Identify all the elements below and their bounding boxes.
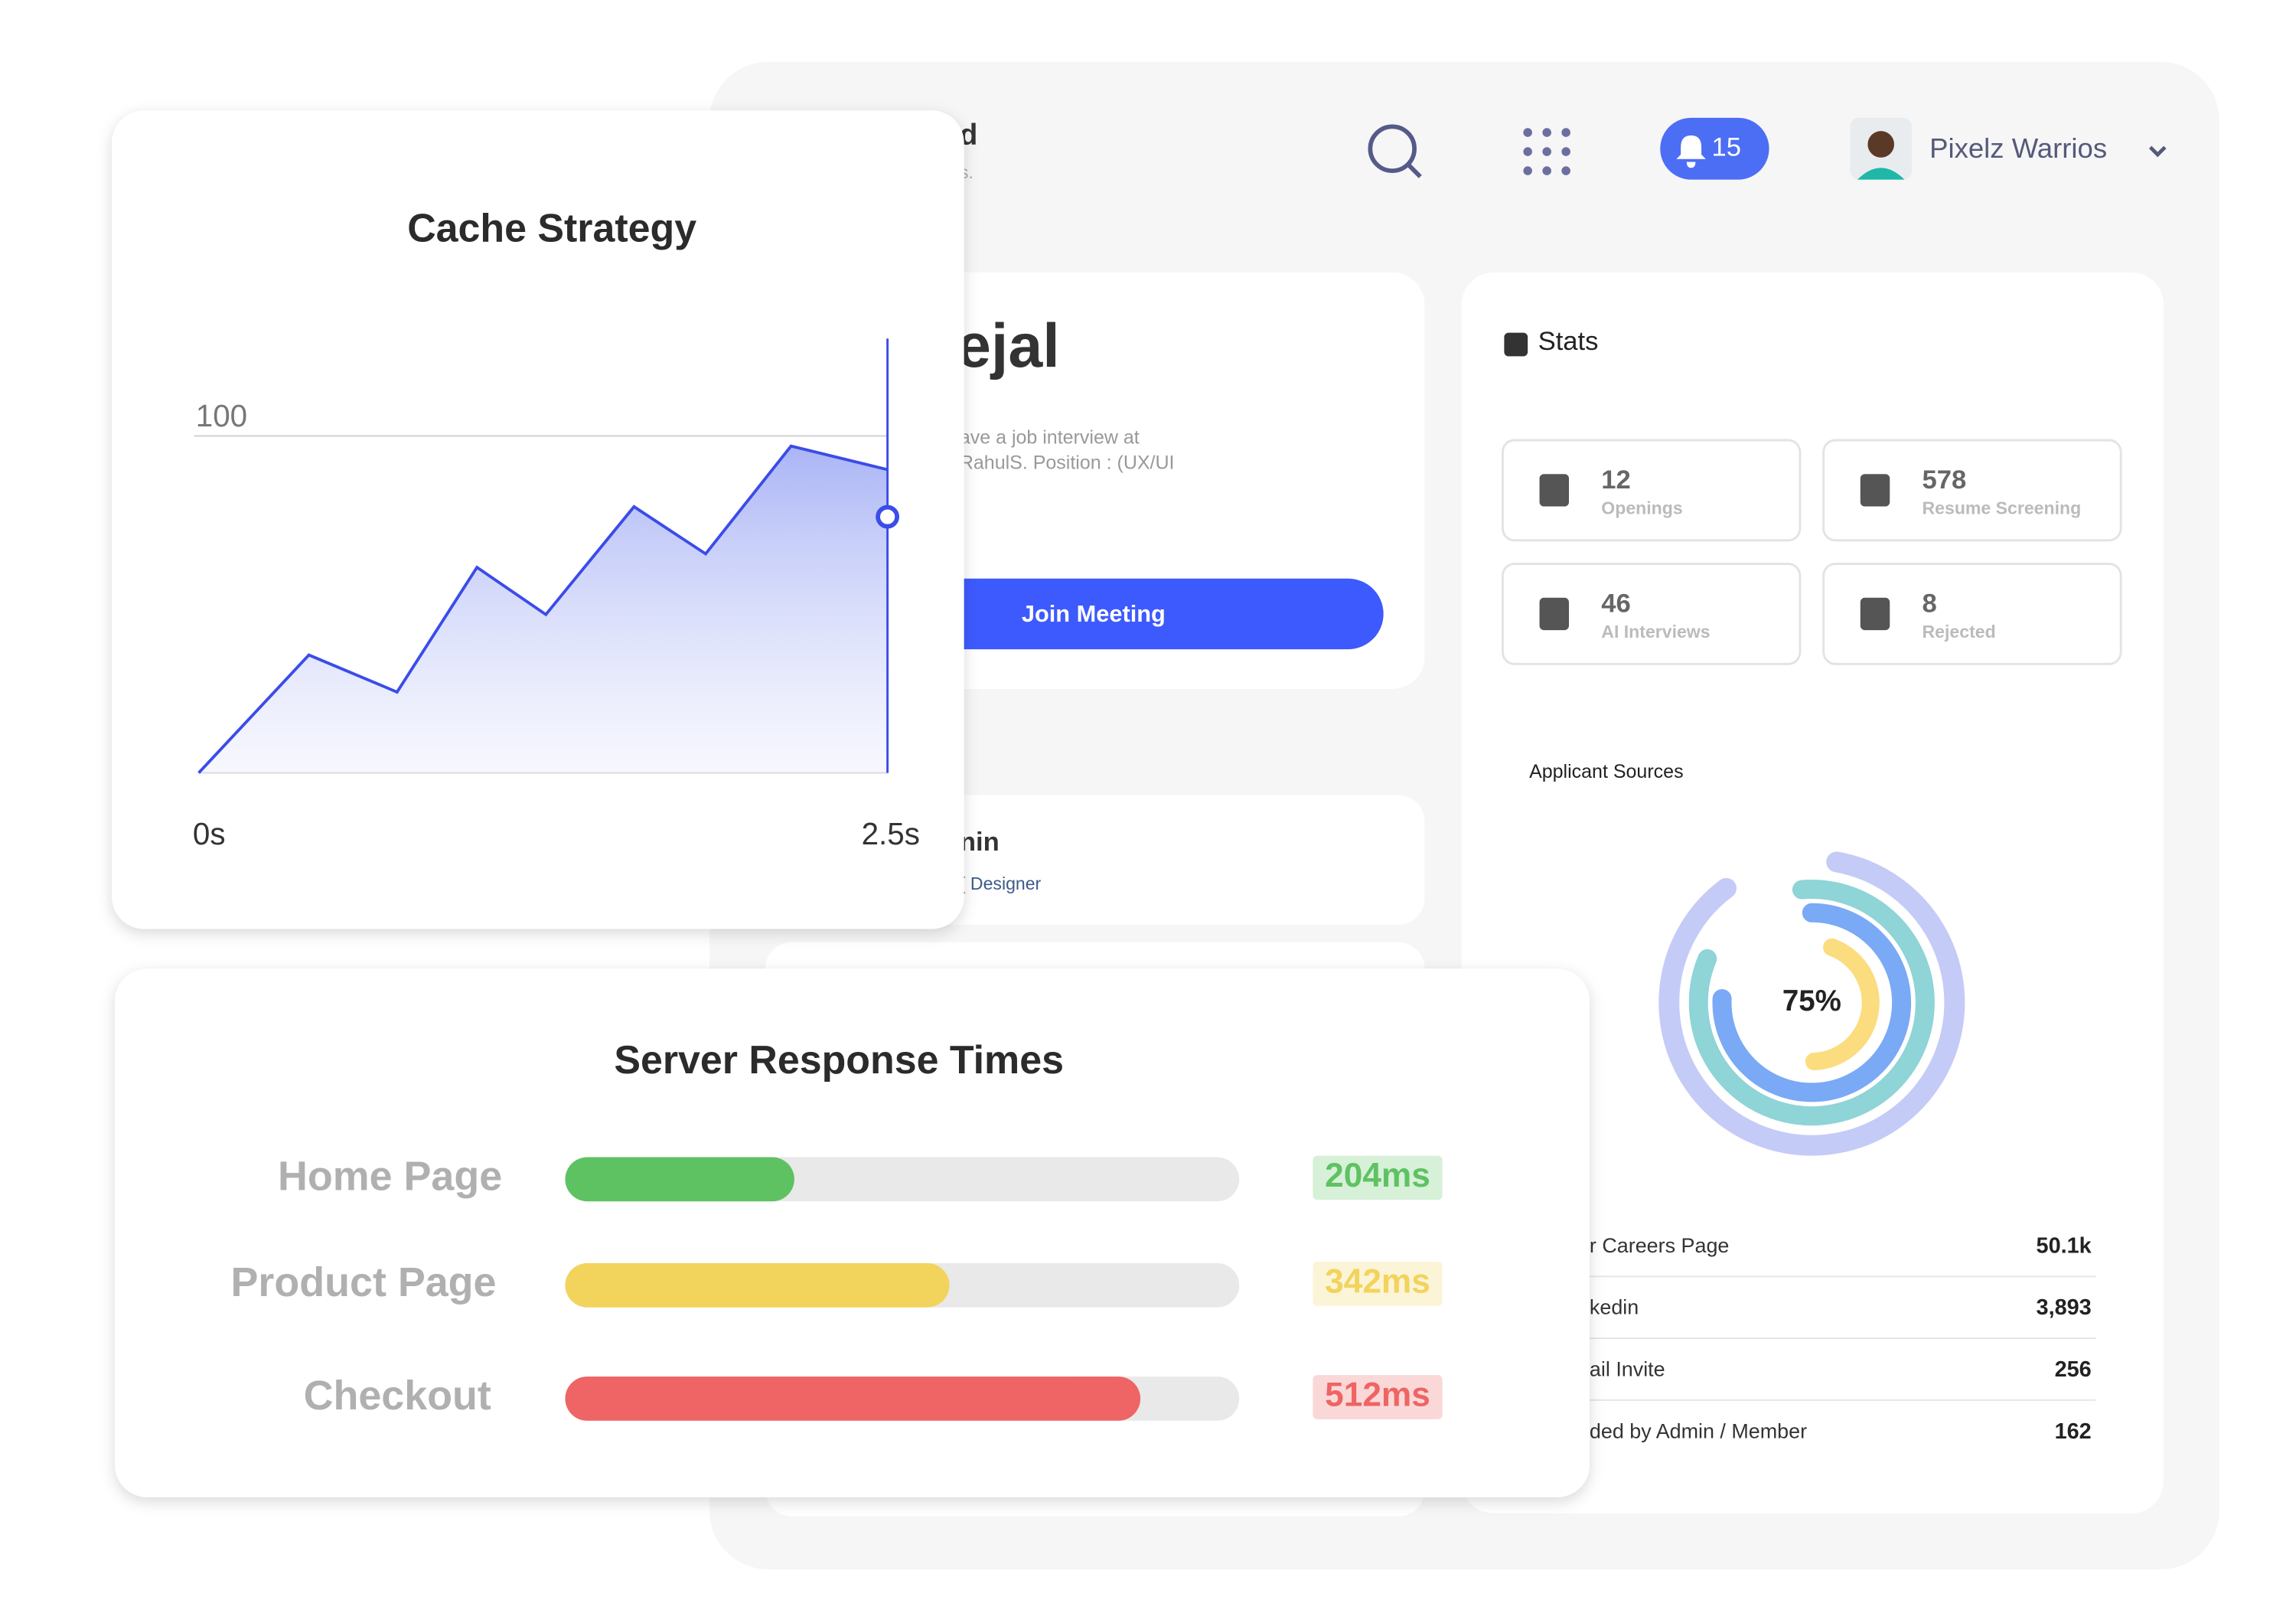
welcome-name: ejal [957,312,1060,380]
apps-icon[interactable] [1523,128,1570,175]
stat-label: Rejected [1923,622,1996,642]
stat-value: 578 [1923,465,1967,495]
bar [565,1263,950,1308]
value-label: 342ms [1325,1263,1430,1301]
stat-value: 46 [1601,589,1631,619]
source-name: r Careers Page [1590,1234,1729,1257]
stat-label: AI Interviews [1601,622,1710,642]
chart-title: Cache Strategy [407,207,696,251]
stats-title: Stats [1538,327,1599,356]
chart-title: Server Response Times [614,1038,1064,1083]
meeting-name: nin [960,828,1000,857]
notification-count: 15 [1712,132,1742,162]
avatar-face [1867,131,1894,158]
category-label: Home Page [278,1154,502,1200]
value-label: 512ms [1325,1376,1430,1414]
avatar-shirt [1857,168,1905,180]
sources-center-label: 75% [1782,985,1841,1017]
category-label: Product Page [231,1259,497,1305]
area [198,446,888,773]
stat-icon [1539,474,1569,507]
sources-rings [1658,849,1965,1156]
x-tick-label: 2.5s [862,816,920,851]
cursor-point [876,505,900,529]
value-label-bg [1313,1155,1443,1200]
bar [565,1157,794,1202]
category-label: Checkout [304,1373,491,1419]
stat-label: Openings [1601,498,1682,518]
stat-tile [1822,563,2122,665]
value-label-bg [1313,1262,1443,1306]
bell-icon [1676,135,1706,168]
stat-tile [1502,563,1802,665]
bar [565,1376,1141,1421]
welcome-text: ave a job interview at [960,427,1140,449]
source-count: 256 [2055,1357,2092,1382]
source-name: ail Invite [1590,1357,1665,1380]
sources-title: Applicant Sources [1529,761,1684,782]
source-count: 50.1k [2037,1233,2092,1258]
y-tick-label: 100 [196,398,247,433]
source-count: 3,893 [2037,1295,2092,1320]
stat-icon [1860,474,1890,507]
stat-value: 8 [1923,589,1937,619]
stats-icon [1504,332,1528,357]
line [197,444,889,774]
value-label: 204ms [1325,1157,1430,1194]
welcome-text: RahulS. Position : (UX/UI [960,452,1175,473]
stat-value: 12 [1601,465,1631,495]
stat-icon [1539,597,1569,631]
source-name: kedin [1590,1296,1639,1319]
source-name: ded by Admin / Member [1590,1419,1807,1442]
source-count: 162 [2055,1419,2092,1444]
stat-icon [1860,597,1890,631]
user-menu-caret[interactable] [2148,145,2167,158]
user-name[interactable]: Pixelz Warrios [1929,132,2107,164]
meeting-role: ( Designer [960,874,1042,893]
header-title: d [960,119,977,152]
value-label-bg [1313,1375,1443,1419]
search-icon[interactable] [1368,124,1422,178]
x-tick-label: 0s [193,816,226,851]
stat-tile [1502,439,1802,542]
server-card [115,968,1590,1497]
join-meeting-label[interactable]: Join Meeting [1022,600,1166,627]
stat-label: Resume Screening [1923,498,2082,518]
stat-tile [1822,439,2122,542]
